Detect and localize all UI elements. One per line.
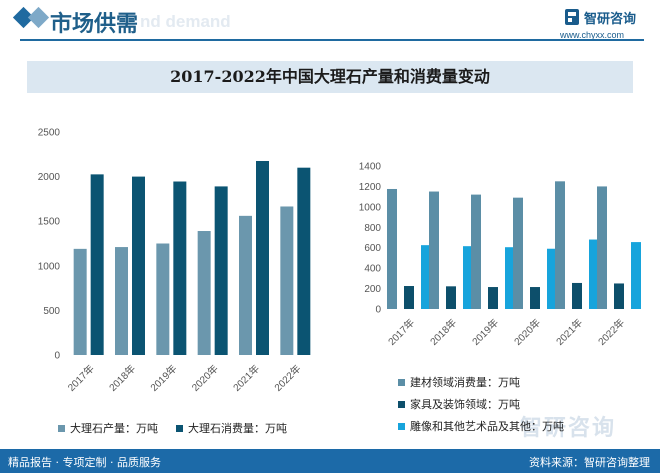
right-legend-label: 雕像和其他艺术品及其他：万吨 xyxy=(410,419,564,433)
left-legend: 大理石产量：万吨 大理石消费量：万吨 xyxy=(58,421,287,435)
right-xtick: 2022年 xyxy=(595,316,627,348)
right-bar-2 xyxy=(463,246,473,309)
left-ytick: 1000 xyxy=(38,261,61,272)
right-xtick: 2017年 xyxy=(385,316,417,348)
footer: 精品报告 · 专项定制 · 品质服务 资料来源：智研咨询整理 xyxy=(0,449,660,473)
left-bar-0 xyxy=(280,206,294,355)
footer-tagline: 精品报告 · 专项定制 · 品质服务 xyxy=(8,456,161,469)
right-ytick: 1400 xyxy=(359,162,382,173)
left-ytick: 0 xyxy=(54,351,60,362)
left-xtick: 2022年 xyxy=(271,362,303,394)
brand-url[interactable]: www.chyxx.com xyxy=(560,30,625,40)
right-bar-1 xyxy=(614,283,624,309)
left-bar-1 xyxy=(90,174,104,355)
left-xtick: 2021年 xyxy=(230,362,262,394)
right-ytick: 600 xyxy=(364,243,381,254)
left-xtick: 2017年 xyxy=(65,362,97,394)
left-xtick: 2018年 xyxy=(106,362,138,394)
left-bar-0 xyxy=(239,215,252,355)
left-bar-1 xyxy=(297,167,311,355)
brand-logo-icon xyxy=(565,9,579,25)
right-ytick: 1000 xyxy=(359,202,382,213)
left-legend-swatch xyxy=(58,425,65,432)
footer-source: 资料来源：智研咨询整理 xyxy=(529,456,650,469)
right-bar-1 xyxy=(446,286,456,309)
left-ytick: 500 xyxy=(43,306,60,317)
right-bar-1 xyxy=(488,287,498,309)
left-bar-0 xyxy=(156,243,170,355)
section-title: 市场供需 xyxy=(50,12,139,37)
right-legend-label: 建材领域消费量：万吨 xyxy=(410,375,520,389)
right-legend-swatch xyxy=(398,423,405,430)
left-ytick: 1500 xyxy=(38,217,61,228)
left-xtick: 2019年 xyxy=(147,362,179,394)
left-xtick: 2020年 xyxy=(189,362,221,394)
right-legend-swatch xyxy=(398,379,405,386)
left-chart: 0 500 1000 1500 2000 2500 2017年 2018年 2019年 2020年… xyxy=(38,128,311,394)
right-bar-1 xyxy=(530,287,540,309)
right-chart: 0 200 400 600 800 1000 1200 1400 2017年 2018年 2019年… xyxy=(359,162,641,348)
right-bar-1 xyxy=(572,282,582,309)
left-bar-0 xyxy=(73,248,87,355)
left-ytick: 2500 xyxy=(38,128,61,139)
right-bar-0 xyxy=(471,194,481,309)
left-bar-1 xyxy=(214,186,228,355)
header: nd demand 市场供需 智研咨询 www.chyxx.com xyxy=(0,0,660,44)
left-bar-1 xyxy=(132,176,145,355)
right-bar-2 xyxy=(547,248,557,309)
left-bar-1 xyxy=(256,160,269,355)
right-xtick: 2021年 xyxy=(553,316,585,348)
right-xtick: 2019年 xyxy=(469,316,501,348)
right-ytick: 400 xyxy=(364,264,381,275)
header-divider xyxy=(20,39,644,41)
right-ytick: 200 xyxy=(364,284,381,295)
brand-name: 智研咨询 xyxy=(584,12,637,27)
right-bar-2 xyxy=(505,247,515,309)
chart-title: 2017-2022年中国大理石产量和消费量变动 xyxy=(27,61,633,93)
right-ytick: 0 xyxy=(375,305,381,316)
right-bar-1 xyxy=(404,286,414,309)
right-ytick: 800 xyxy=(364,223,381,234)
left-bar-0 xyxy=(197,231,211,355)
left-bar-0 xyxy=(115,247,128,355)
left-ytick: 2000 xyxy=(38,172,61,183)
right-bar-0 xyxy=(387,188,397,309)
left-legend-swatch xyxy=(176,425,183,432)
right-bar-2 xyxy=(589,239,599,309)
left-legend-label: 大理石消费量：万吨 xyxy=(188,421,287,435)
right-ytick: 1200 xyxy=(359,182,382,193)
left-bar-1 xyxy=(173,181,187,355)
right-bar-2 xyxy=(631,242,641,309)
right-legend-label: 家具及装饰领域：万吨 xyxy=(410,397,520,411)
watermark: 智研咨询 xyxy=(520,416,617,441)
right-legend-swatch xyxy=(398,401,405,408)
right-bar-2 xyxy=(421,245,431,309)
right-bar-0 xyxy=(555,181,565,309)
right-bar-0 xyxy=(513,197,523,309)
right-bar-0 xyxy=(429,191,439,309)
left-legend-label: 大理石产量：万吨 xyxy=(70,421,158,435)
right-xtick: 2018年 xyxy=(427,316,459,348)
right-bar-0 xyxy=(597,186,607,309)
ghost-subtitle: nd demand xyxy=(140,12,231,31)
right-xtick: 2020年 xyxy=(511,316,543,348)
